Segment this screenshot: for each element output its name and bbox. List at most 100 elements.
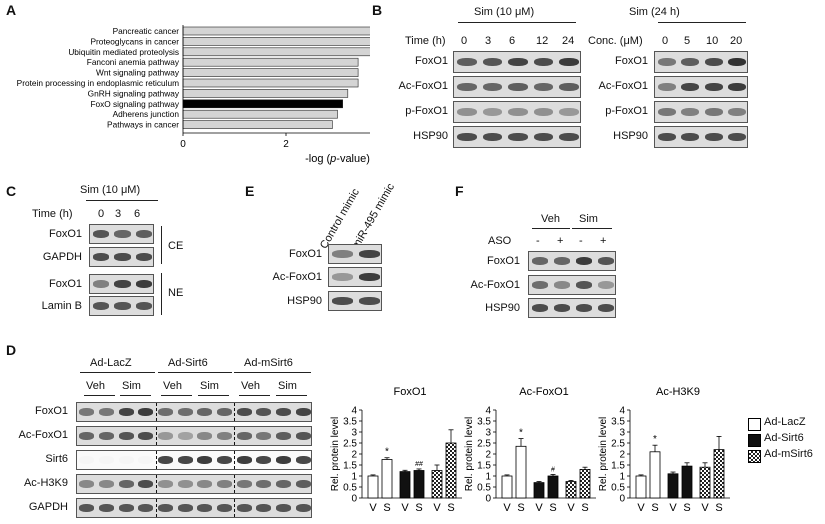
b-right-row-label: p-FoxO1 — [605, 105, 648, 117]
blot-band — [135, 253, 153, 261]
a-term-label: Pancreatic cancer — [113, 26, 180, 36]
d-bar — [649, 451, 661, 499]
b-left-axis: Time (h) — [405, 35, 446, 47]
c-tick: 0 — [98, 208, 105, 220]
d-dashed-divider — [156, 475, 157, 493]
blot-band — [197, 432, 213, 440]
blot-band — [704, 83, 723, 91]
blot-band — [533, 83, 554, 91]
blot-band — [559, 133, 579, 141]
c-group-ne: NE — [168, 287, 184, 299]
blot-band — [236, 456, 252, 464]
d-x-label: V — [369, 502, 377, 514]
blot-band — [158, 456, 173, 464]
blot-band — [657, 58, 676, 66]
blot-band — [135, 230, 153, 238]
d-dashed-divider — [156, 427, 157, 445]
c-tick: 3 — [115, 208, 122, 220]
blot-band — [508, 108, 528, 116]
a-term-label: Pathways in cancer — [107, 120, 179, 130]
c-row-label: Lamin B — [41, 300, 82, 312]
blot-band — [681, 108, 700, 116]
d-y-tick-label: 1.5 — [477, 461, 491, 472]
blot-band — [79, 456, 94, 463]
blot-band — [508, 83, 528, 91]
b-right-title-line — [658, 22, 746, 23]
d-dashed-divider — [156, 499, 157, 517]
d-y-tick-label: 4 — [351, 406, 357, 417]
f-aso-mark: - — [579, 235, 583, 247]
blot-band — [276, 408, 291, 416]
d-chart-ylabel: Rel. protein level — [330, 417, 341, 491]
blot-band — [92, 253, 110, 261]
d-bar — [635, 475, 647, 499]
d-bar — [713, 449, 725, 499]
blot-band — [359, 250, 380, 258]
d-y-tick-label: 0 — [485, 494, 491, 505]
d-row-label: GAPDH — [28, 501, 68, 513]
e-blot — [328, 291, 382, 311]
blot-band — [99, 456, 114, 463]
a-bar — [182, 37, 370, 46]
d-bar — [501, 475, 513, 499]
f-sim-line — [572, 228, 612, 229]
legend-swatch-lacz — [748, 418, 761, 431]
d-group-label: Ad-LacZ — [90, 357, 132, 369]
d-x-label: S — [651, 502, 658, 514]
f-aso-mark: + — [557, 235, 564, 247]
blot-band — [256, 504, 272, 512]
d-annotation: * — [519, 428, 523, 439]
d-group-label: Ad-Sirt6 — [168, 357, 208, 369]
d-x-label: S — [683, 502, 690, 514]
blot-band — [681, 83, 700, 91]
b-right-blot — [654, 51, 748, 73]
blot-band — [553, 304, 571, 312]
d-row-label: Ac-FoxO1 — [18, 429, 68, 441]
b-right-blot — [654, 76, 748, 98]
blot-band — [531, 304, 549, 312]
a-bar — [182, 89, 349, 98]
d-x-label: S — [383, 502, 390, 514]
d-chart-title: Ac-H3K9 — [656, 386, 700, 398]
b-right-title: Sim (24 h) — [629, 6, 680, 18]
e-row-label: Ac-FoxO1 — [272, 271, 322, 283]
d-dashed-divider — [234, 451, 235, 469]
d-bar — [699, 466, 711, 499]
blot-band — [138, 432, 154, 440]
f-aso-mark: + — [600, 235, 607, 247]
blot-band — [138, 408, 154, 416]
blot-band — [256, 432, 272, 440]
a-term-label: Protein processing in endoplasmic reticu… — [17, 78, 179, 88]
d-x-label: V — [701, 502, 709, 514]
b-right-tick: 10 — [706, 35, 719, 47]
d-subgroup-label: Sim — [122, 380, 141, 392]
d-row-label: Sirt6 — [45, 453, 68, 465]
blot-band — [99, 408, 114, 416]
d-y-tick-label: 2 — [351, 450, 357, 461]
legend-sirt6: Ad-Sirt6 — [764, 432, 804, 444]
b-right-tick: 5 — [684, 35, 691, 47]
blot-band — [256, 480, 272, 488]
a-term-label: FoxO signaling pathway — [90, 99, 179, 109]
b-left-title-line — [458, 22, 576, 23]
blot-band — [256, 408, 272, 416]
panel-label-f: F — [455, 183, 464, 199]
blot-band — [99, 480, 114, 488]
blot-band — [508, 58, 528, 66]
d-x-label: V — [637, 502, 645, 514]
d-bar — [547, 475, 559, 499]
blot-band — [138, 480, 154, 488]
d-y-tick-label: 0 — [619, 494, 625, 505]
blot-band — [457, 58, 477, 66]
b-left-tick: 3 — [485, 35, 492, 47]
d-y-tick-label: 3 — [351, 428, 357, 439]
blot-band — [508, 133, 528, 141]
blot-band — [559, 108, 579, 116]
d-x-label: S — [581, 502, 588, 514]
blot-band — [704, 58, 723, 66]
a-bar — [182, 26, 370, 36]
blot-band — [217, 480, 232, 488]
b-left-row-label: HSP90 — [413, 130, 448, 142]
blot-band — [236, 504, 252, 512]
